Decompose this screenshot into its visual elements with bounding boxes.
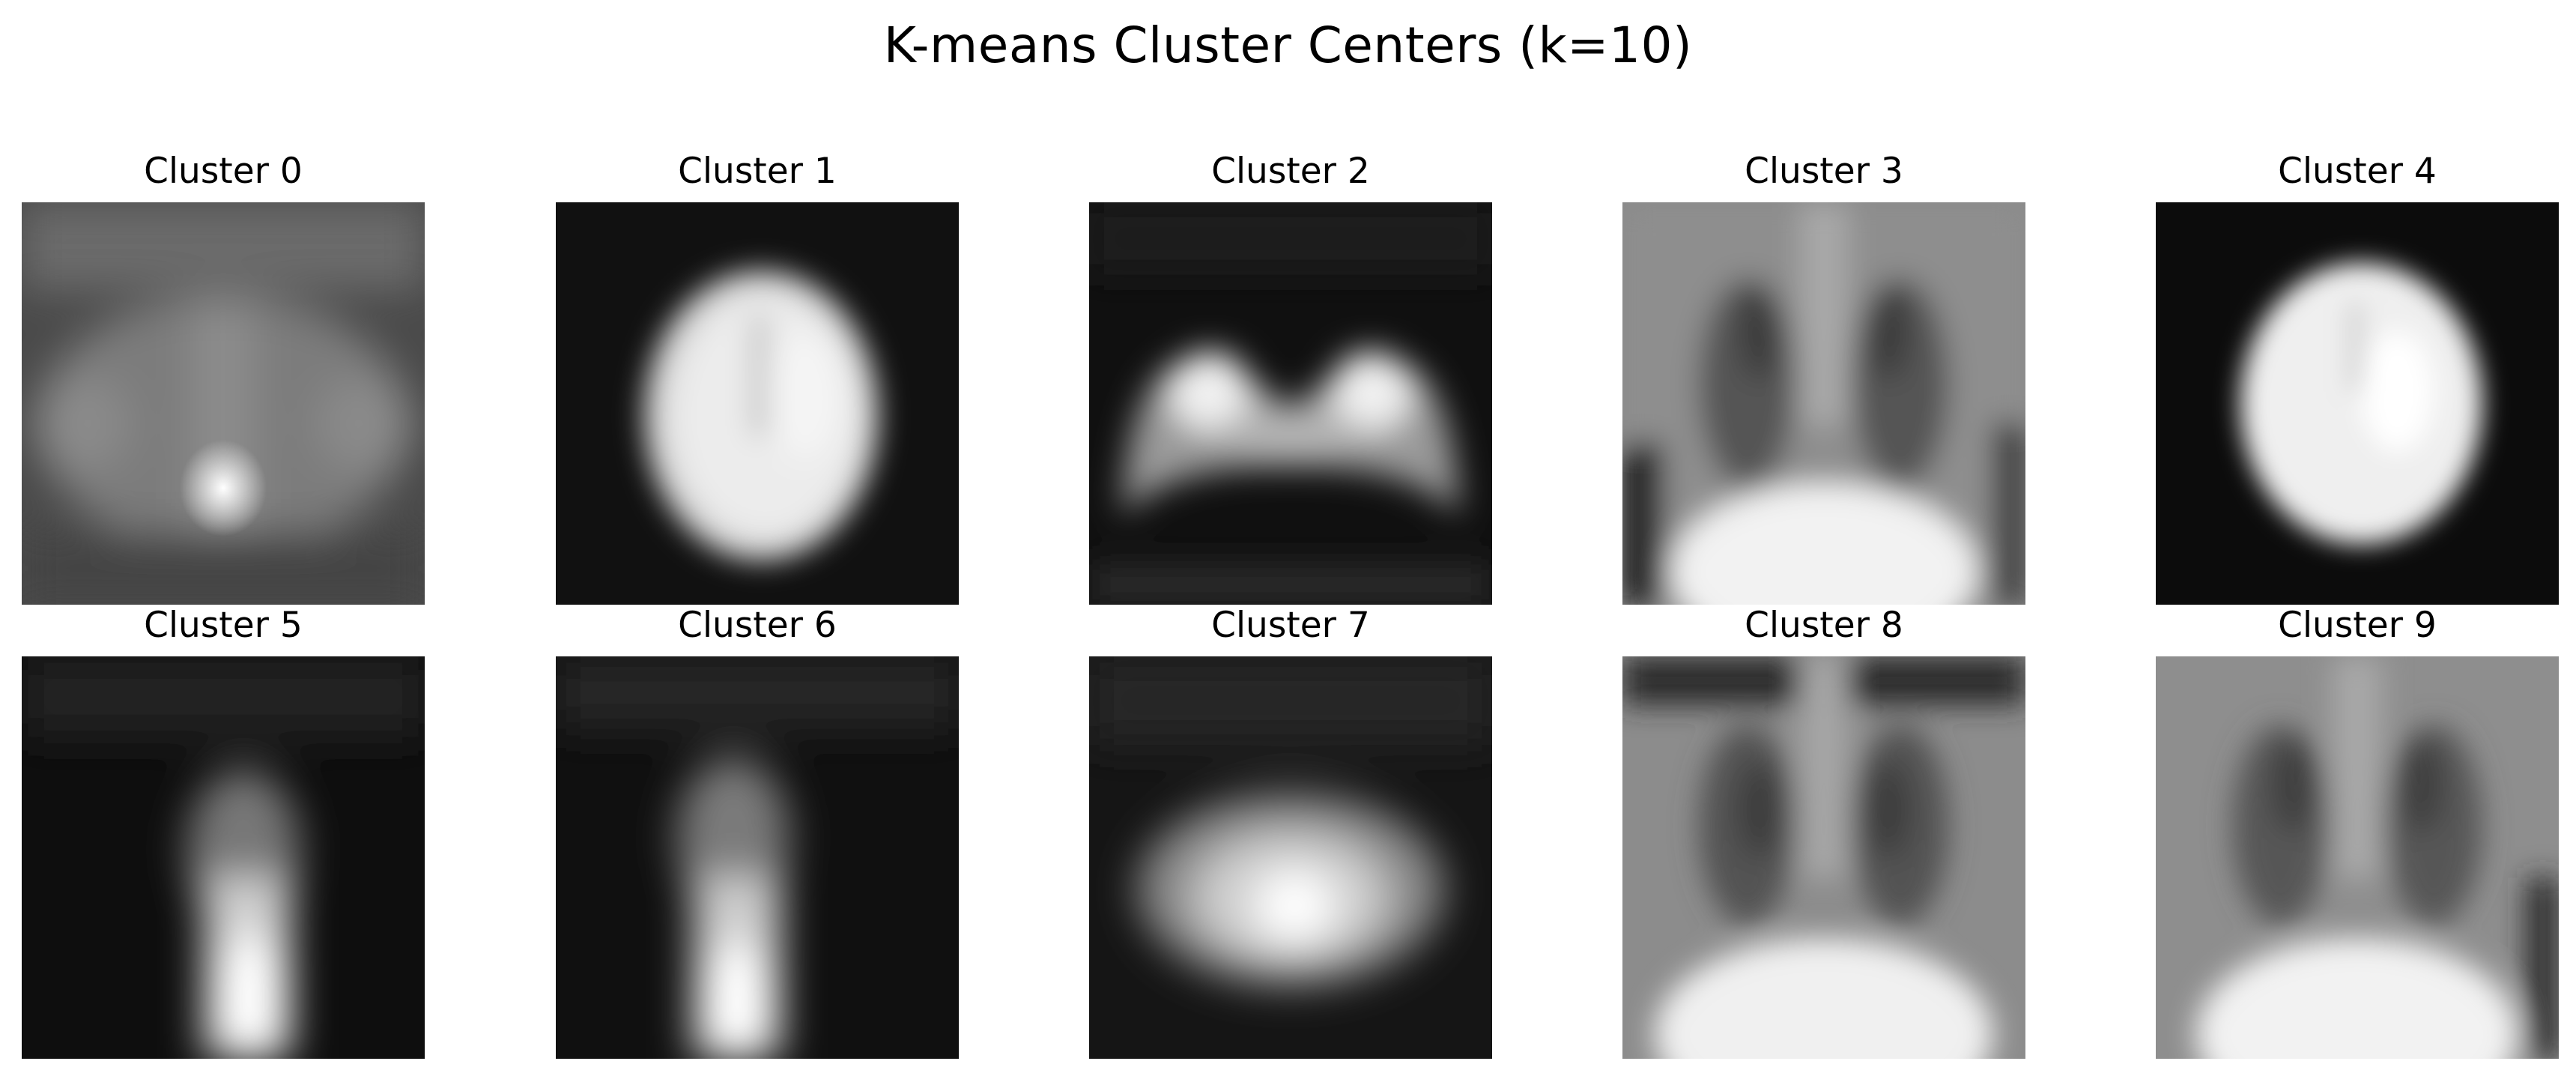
cluster-1-image xyxy=(556,202,959,605)
cluster-0-title: Cluster 0 xyxy=(144,151,303,192)
cluster-9-image xyxy=(2156,656,2559,1059)
cluster-3-title: Cluster 3 xyxy=(1745,151,1903,192)
cluster-6-title: Cluster 6 xyxy=(678,605,837,646)
figure-title: K-means Cluster Centers (k=10) xyxy=(883,16,1693,74)
cluster-4-image xyxy=(2156,202,2559,605)
cluster-9-title: Cluster 9 xyxy=(2278,605,2437,646)
cluster-2-image xyxy=(1089,202,1492,605)
cluster-8-title: Cluster 8 xyxy=(1745,605,1903,646)
cluster-6-image xyxy=(556,656,959,1059)
cluster-5-image xyxy=(22,656,425,1059)
cluster-2-title: Cluster 2 xyxy=(1211,151,1370,192)
cluster-0-image xyxy=(22,202,425,605)
cluster-4-title: Cluster 4 xyxy=(2278,151,2437,192)
cluster-7-title: Cluster 7 xyxy=(1211,605,1370,646)
cluster-1-title: Cluster 1 xyxy=(678,151,837,192)
cluster-8-image xyxy=(1622,656,2025,1059)
cluster-7-image xyxy=(1089,656,1492,1059)
cluster-5-title: Cluster 5 xyxy=(144,605,303,646)
cluster-3-image xyxy=(1622,202,2025,605)
